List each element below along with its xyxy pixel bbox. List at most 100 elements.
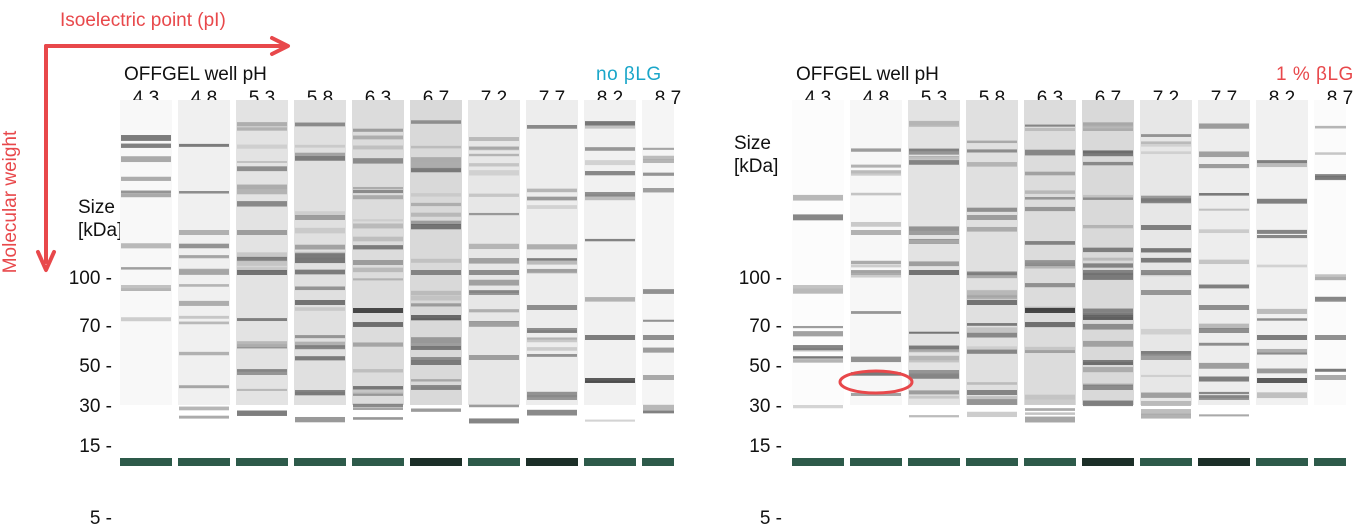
lane-background	[584, 100, 636, 405]
protein-band	[237, 184, 287, 190]
protein-band	[237, 256, 287, 262]
lane-background	[352, 100, 404, 405]
protein-band	[237, 341, 287, 347]
protein-band	[1199, 362, 1249, 369]
protein-band	[909, 355, 959, 361]
protein-band	[1315, 274, 1346, 281]
size-tick-30: 30 -	[79, 396, 112, 417]
protein-band	[967, 327, 1017, 333]
marker-band	[1140, 458, 1192, 466]
protein-band	[237, 318, 287, 322]
protein-band	[967, 207, 1017, 212]
protein-band	[237, 370, 287, 375]
gel-lane-6.3	[1024, 100, 1076, 466]
protein-band	[179, 300, 229, 306]
marker-band	[178, 458, 230, 466]
protein-band	[1199, 151, 1249, 158]
protein-band	[411, 337, 461, 344]
size-label-line2: [kDa]	[78, 220, 123, 241]
protein-band	[411, 258, 461, 263]
size-tick-15: 15 -	[79, 436, 112, 457]
protein-band	[1199, 123, 1249, 129]
protein-band	[1199, 328, 1249, 333]
protein-band	[353, 417, 403, 420]
lane-background	[642, 100, 674, 405]
protein-band	[179, 270, 229, 275]
protein-band	[1257, 392, 1307, 399]
protein-band	[793, 285, 843, 290]
gel-lane-4.8	[850, 100, 902, 466]
protein-band	[295, 152, 345, 157]
protein-band	[295, 356, 345, 361]
protein-band	[793, 359, 843, 363]
protein-band	[909, 370, 959, 375]
condition-label: no βLG	[596, 64, 662, 85]
protein-band	[295, 211, 345, 216]
protein-band	[851, 170, 901, 175]
protein-band	[909, 270, 959, 275]
protein-band	[967, 390, 1017, 395]
protein-band	[1141, 142, 1191, 147]
protein-band	[1083, 340, 1133, 347]
protein-band	[1141, 141, 1191, 144]
protein-band	[1141, 328, 1191, 335]
protein-band	[469, 193, 519, 197]
protein-band	[1025, 171, 1075, 176]
protein-band	[1257, 198, 1307, 204]
gel-lane-6.7	[410, 100, 462, 466]
protein-band	[469, 279, 519, 286]
protein-band	[1199, 193, 1249, 196]
protein-band	[585, 121, 635, 126]
protein-band	[1141, 290, 1191, 295]
protein-band	[585, 378, 635, 383]
gel-lane-4.3	[120, 100, 172, 466]
gel-lane-7.7	[1198, 100, 1250, 466]
protein-band	[1025, 241, 1075, 245]
protein-band	[1083, 270, 1133, 275]
marker-band	[642, 458, 674, 466]
protein-band	[411, 346, 461, 350]
protein-band	[1141, 413, 1191, 419]
protein-band	[1257, 348, 1307, 354]
protein-band	[851, 356, 901, 363]
protein-band	[295, 215, 345, 220]
gel-lane-4.8	[178, 100, 230, 466]
protein-band	[851, 173, 901, 176]
protein-band	[527, 305, 577, 310]
protein-band	[469, 355, 519, 360]
protein-band	[469, 163, 519, 167]
protein-band	[527, 347, 577, 351]
protein-band	[527, 409, 577, 416]
protein-band	[353, 245, 403, 250]
protein-band	[1025, 124, 1075, 127]
protein-band	[1083, 197, 1133, 200]
protein-band	[967, 346, 1017, 350]
protein-band	[353, 342, 403, 347]
protein-band	[585, 194, 635, 201]
protein-band	[1083, 225, 1133, 229]
protein-band	[527, 391, 577, 398]
protein-band	[179, 255, 229, 259]
protein-band	[179, 143, 229, 147]
protein-band	[353, 278, 403, 281]
size-tick-70: 70 -	[79, 316, 112, 337]
lane-background	[526, 100, 578, 405]
gel-panel-no-blg: OFFGEL well pH no βLG Size [kDa] 4.3 4.8 5…	[0, 60, 682, 529]
size-tick-5: 5 -	[759, 508, 782, 529]
protein-band	[967, 162, 1017, 167]
protein-band	[1199, 164, 1249, 169]
protein-band	[237, 230, 287, 235]
protein-band	[643, 147, 674, 150]
protein-band	[295, 300, 345, 305]
protein-band	[1083, 315, 1133, 320]
protein-band	[121, 243, 171, 249]
size-tick-50: 50 -	[749, 356, 782, 377]
protein-band	[295, 345, 345, 350]
protein-band	[527, 337, 577, 340]
protein-band	[237, 166, 287, 172]
protein-band	[967, 396, 1017, 399]
protein-band	[585, 238, 635, 242]
protein-band	[1315, 174, 1346, 178]
protein-band	[967, 332, 1017, 338]
protein-band	[1141, 400, 1191, 406]
